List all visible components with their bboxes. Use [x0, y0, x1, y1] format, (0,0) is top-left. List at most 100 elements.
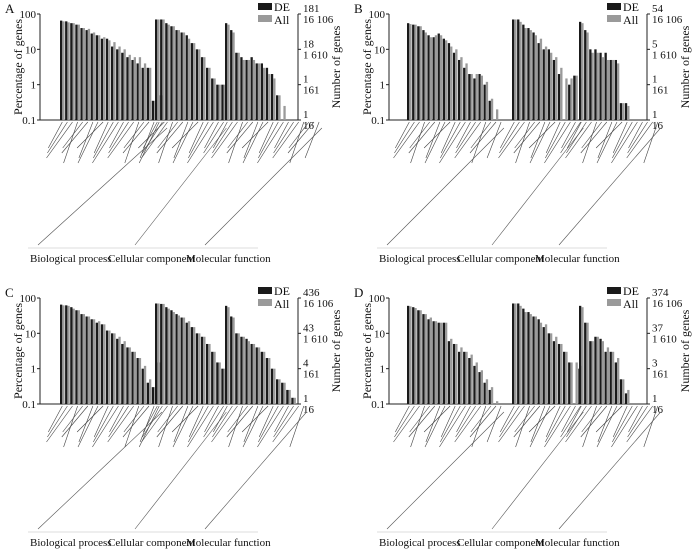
bar-de — [111, 46, 114, 120]
group-label: Molecular function — [535, 253, 620, 265]
go-term-label — [241, 121, 269, 149]
legend-label-de: DE — [274, 0, 290, 14]
bar-de — [200, 57, 204, 120]
bar-de — [407, 305, 410, 404]
go-term-label — [61, 121, 89, 154]
y-tick-label-right-de: 181 — [303, 3, 320, 15]
bar-de — [100, 38, 104, 120]
bar-all — [213, 351, 216, 404]
go-term-label — [257, 121, 284, 164]
group-divider — [37, 127, 168, 246]
bar-de — [136, 358, 139, 404]
bar-de — [522, 24, 525, 121]
bar-all — [519, 305, 522, 404]
bar-de — [594, 49, 597, 121]
bar-de — [557, 74, 561, 120]
go-term-label — [567, 121, 582, 149]
bar-de — [432, 37, 435, 120]
bar-all — [555, 336, 558, 404]
bar-all — [128, 54, 131, 121]
go-term-label — [226, 405, 254, 438]
bar-all — [445, 40, 448, 120]
go-term-label — [439, 405, 466, 448]
bar-all — [187, 321, 191, 404]
bar-de — [60, 304, 63, 404]
bar-all — [550, 333, 553, 404]
y-tick-label-right-all: 16 106 — [303, 298, 334, 310]
y-tick-label-right-de: 5 — [652, 38, 658, 50]
go-term-label — [612, 405, 628, 438]
y-tick-label-left: 0.1 — [22, 399, 36, 411]
bar-de — [175, 30, 178, 120]
bar-all — [82, 314, 85, 404]
y-tick-label-right-all: 161 — [303, 369, 320, 381]
bar-all — [157, 303, 160, 404]
go-term-label — [304, 121, 320, 159]
bar-all — [98, 321, 101, 404]
go-term-label — [643, 121, 659, 164]
go-term-label — [580, 405, 608, 438]
bar-all — [560, 67, 563, 120]
bar-all — [98, 35, 101, 121]
go-term-label — [455, 121, 476, 154]
y-tick-label-right-de: 1 — [303, 393, 309, 405]
bar-de — [225, 23, 228, 120]
bar-all — [218, 362, 221, 404]
y-axis-title-right: Number of genes — [329, 309, 343, 392]
bar-de — [473, 365, 476, 404]
bar-all — [611, 59, 615, 120]
bar-all — [118, 46, 121, 120]
bar-de — [468, 358, 471, 404]
bar-all — [157, 19, 160, 120]
bar-all — [586, 32, 589, 120]
bar-all — [480, 75, 483, 120]
bar-de — [265, 358, 269, 404]
bar-all — [470, 74, 473, 120]
bar-all — [485, 81, 489, 120]
bar-de — [407, 23, 410, 120]
go-term-label — [424, 405, 446, 448]
group-label: Cellular component — [108, 253, 195, 265]
bar-de — [65, 305, 68, 404]
bar-de — [146, 67, 149, 120]
bar-de — [126, 57, 129, 120]
bar-de — [542, 327, 545, 404]
bar-de — [442, 38, 445, 120]
bar-all — [242, 59, 245, 120]
bar-all — [87, 316, 91, 404]
bar-all — [575, 362, 578, 404]
bar-all — [409, 306, 412, 404]
bar-all — [177, 30, 180, 120]
go-term-label — [123, 405, 145, 433]
group-label: Cellular component — [457, 253, 544, 265]
y-tick-label-left: 10 — [374, 328, 386, 340]
bar-all — [283, 382, 286, 404]
bar-all — [143, 63, 147, 120]
go-term-label — [173, 121, 189, 159]
go-term-label — [243, 405, 259, 443]
y-tick-label-right-all: 16 106 — [652, 14, 683, 26]
group-divider — [491, 127, 584, 246]
bar-de — [221, 368, 224, 404]
bar-de — [579, 21, 582, 121]
go-term-label — [439, 121, 466, 164]
bar-de — [155, 19, 158, 120]
go-term-label — [48, 405, 63, 433]
y-tick-label-right-all: 16 106 — [652, 298, 683, 310]
bar-all — [601, 57, 604, 120]
bar-de — [146, 382, 149, 404]
go-term-label — [272, 405, 299, 443]
y-tick-label-left: 100 — [369, 9, 386, 21]
bar-de — [478, 372, 481, 404]
bar-all — [455, 343, 458, 404]
bar-de — [568, 84, 571, 120]
go-term-label — [211, 121, 238, 159]
go-term-label — [141, 405, 168, 443]
go-term-label — [143, 121, 158, 149]
go-term-label — [171, 405, 199, 433]
bar-all — [429, 317, 432, 404]
bar-de — [195, 49, 199, 121]
go-term-label — [173, 405, 189, 443]
bar-all — [278, 379, 281, 404]
